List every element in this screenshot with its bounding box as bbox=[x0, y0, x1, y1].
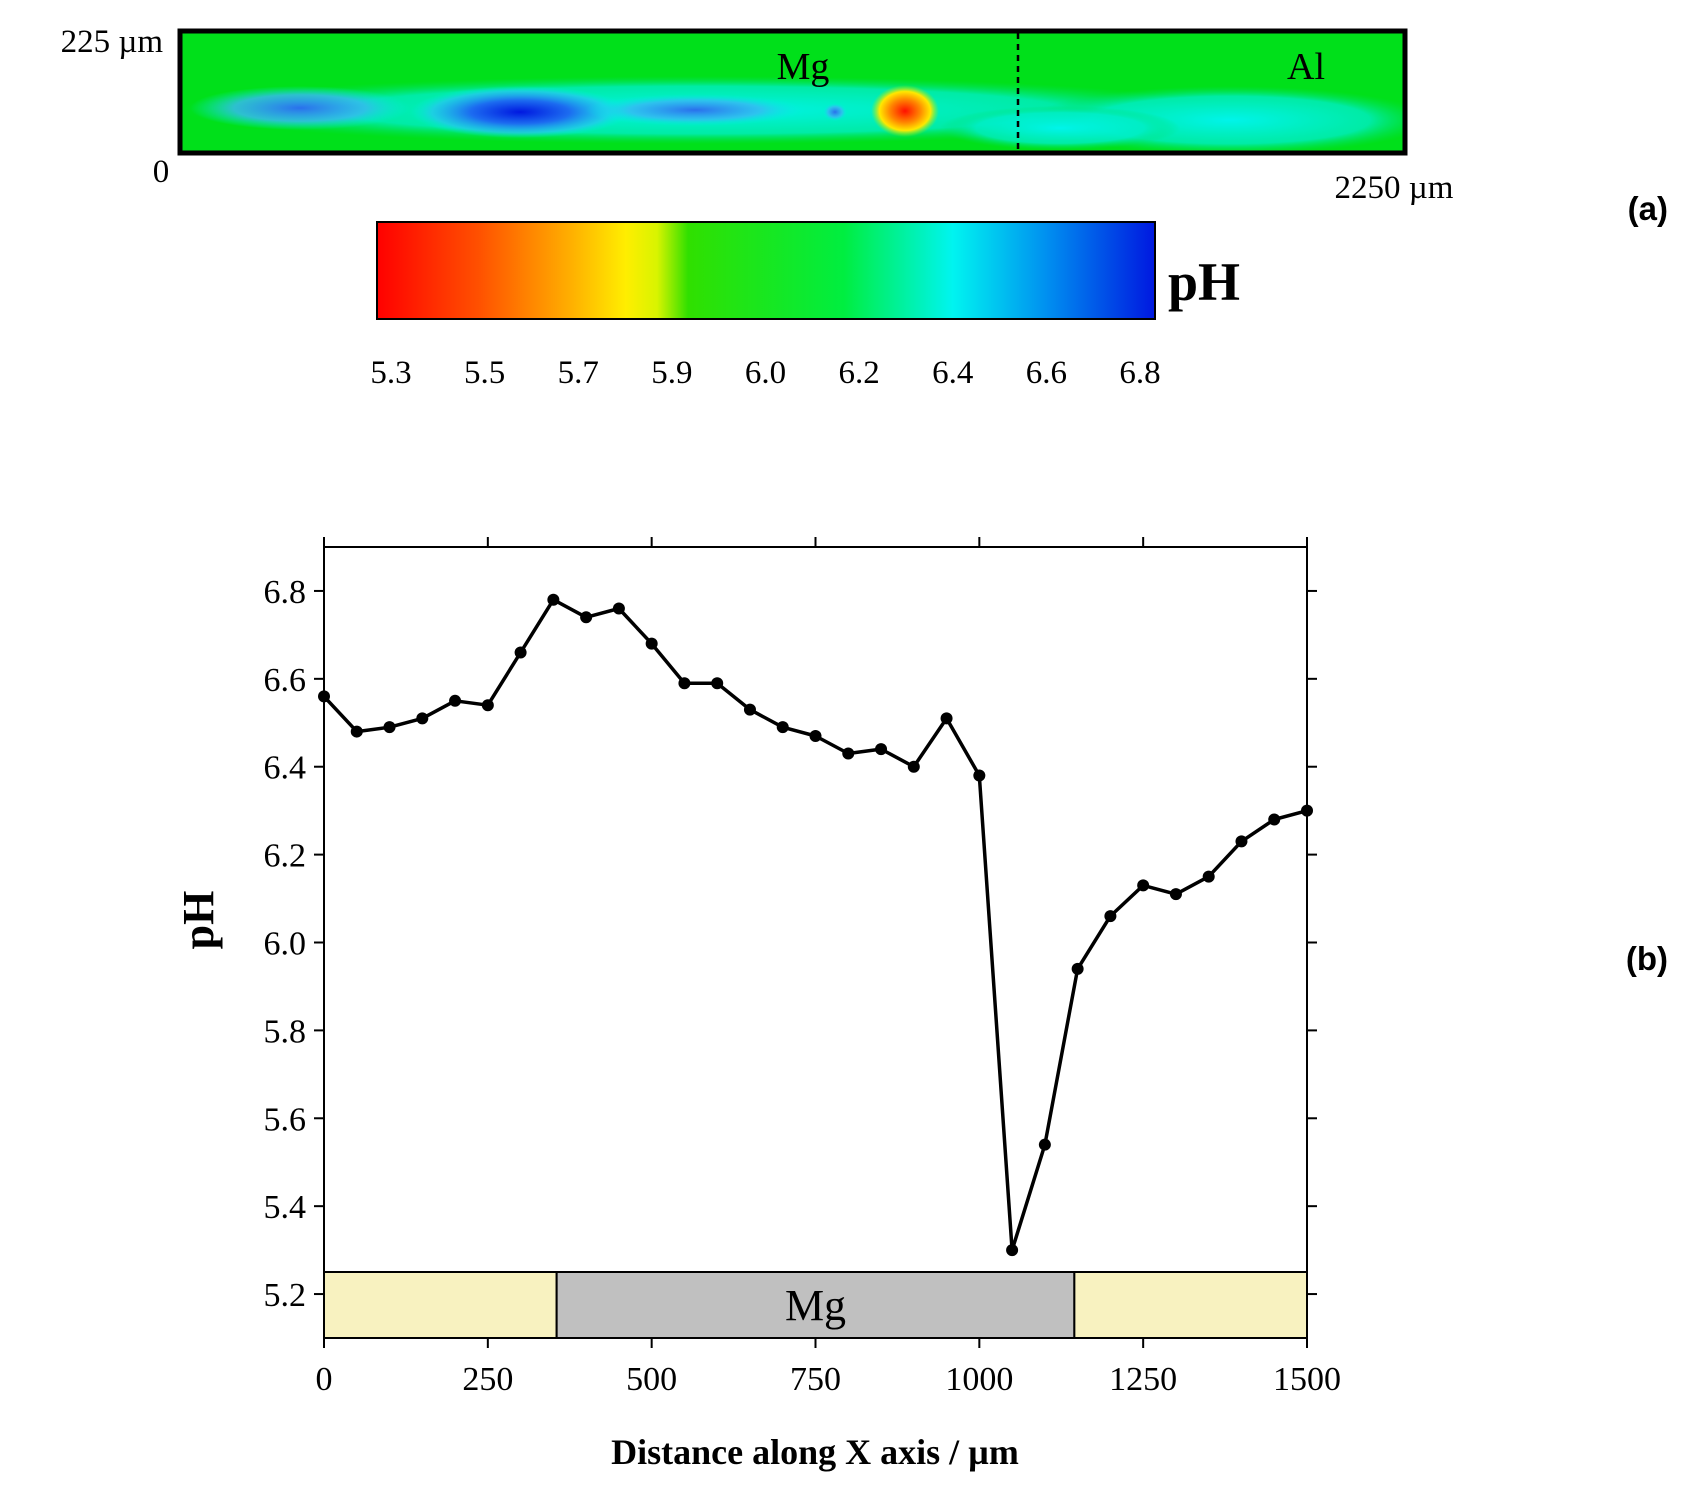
colorbar-tick-label: 6.6 bbox=[1026, 355, 1067, 391]
panel-label-a: (a) bbox=[1628, 190, 1668, 227]
data-point bbox=[973, 769, 986, 782]
data-point bbox=[678, 677, 691, 690]
colorbar-tick-label: 6.2 bbox=[839, 355, 880, 391]
x-tick-label: 750 bbox=[790, 1361, 841, 1398]
data-point bbox=[350, 725, 363, 738]
y-tick-label: 6.8 bbox=[264, 574, 307, 611]
data-point bbox=[743, 703, 756, 716]
data-point bbox=[318, 690, 330, 703]
map-blue-left bbox=[190, 86, 410, 130]
map-corner-bottom-right: 2250 µm bbox=[1335, 170, 1454, 206]
y-tick-label: 5.2 bbox=[264, 1277, 307, 1314]
colorbar-tick-label: 6.0 bbox=[745, 355, 786, 391]
colorbar-tick-label: 5.5 bbox=[464, 355, 505, 391]
y-tick-label: 6.2 bbox=[264, 838, 307, 875]
substrate-bands: Mg bbox=[323, 1271, 1309, 1339]
data-point bbox=[1301, 804, 1313, 817]
data-point bbox=[612, 602, 625, 615]
x-tick-label: 1000 bbox=[945, 1361, 1013, 1398]
colorbar-tick-label: 5.3 bbox=[370, 355, 411, 391]
data-point bbox=[514, 646, 527, 659]
colorbar-title: pH bbox=[1168, 252, 1240, 312]
x-tick-label: 500 bbox=[626, 1361, 677, 1398]
data-point bbox=[711, 677, 724, 690]
x-tick-label: 0 bbox=[316, 1361, 333, 1398]
x-tick-label: 1500 bbox=[1273, 1361, 1341, 1398]
map-corner-origin: 0 bbox=[153, 154, 170, 190]
colorbar-gradient bbox=[376, 221, 1156, 320]
map-blue-spot bbox=[823, 103, 847, 121]
map-blue-core bbox=[410, 86, 630, 138]
data-point bbox=[809, 729, 822, 742]
series-ph-profile bbox=[318, 593, 1313, 1257]
map-region-label-mg: Mg bbox=[777, 46, 830, 88]
data-point bbox=[1104, 910, 1117, 923]
colorbar-tick-label: 6.4 bbox=[932, 355, 973, 391]
map-corner-top-left: 225 µm bbox=[61, 24, 164, 60]
data-point bbox=[547, 593, 560, 606]
colorbar-tick-label: 5.9 bbox=[651, 355, 692, 391]
data-point bbox=[875, 743, 888, 756]
series-line bbox=[322, 597, 1308, 1252]
line-chart: Mg 0 250 500 750 1000 1250 1500 5.2 5.4 5.6 5.8 6.… bbox=[174, 537, 1341, 1472]
data-point bbox=[907, 760, 920, 773]
data-point bbox=[776, 721, 789, 734]
y-axis-ticks: 5.2 5.4 5.6 5.8 6.0 6.2 6.4 6.6 6.8 bbox=[264, 574, 1317, 1314]
y-tick-label: 5.4 bbox=[264, 1189, 307, 1226]
colorbar-tick-label: 5.7 bbox=[558, 355, 599, 391]
band-label-mg: Mg bbox=[785, 1281, 846, 1330]
y-tick-label: 6.0 bbox=[264, 926, 307, 963]
y-tick-label: 5.6 bbox=[264, 1101, 307, 1138]
data-point bbox=[1235, 835, 1248, 848]
map-region-label-al: Al bbox=[1287, 46, 1325, 88]
y-axis-title: pH bbox=[174, 891, 223, 950]
data-point bbox=[645, 637, 658, 650]
data-point bbox=[416, 712, 429, 725]
map-frame bbox=[177, 28, 1408, 156]
panel-label-b: (b) bbox=[1626, 940, 1668, 977]
data-point bbox=[842, 747, 855, 760]
substrate-band-al bbox=[1073, 1271, 1309, 1339]
map-cyan-right-2 bbox=[940, 106, 1180, 150]
x-tick-label: 250 bbox=[462, 1361, 513, 1398]
ph-map: Mg Al 225 µm 0 2250 µm bbox=[61, 24, 1454, 206]
x-axis-title: Distance along X axis / µm bbox=[611, 1432, 1019, 1472]
x-tick-label: 1250 bbox=[1109, 1361, 1177, 1398]
data-point bbox=[1202, 870, 1215, 883]
plot-frame bbox=[323, 546, 1308, 1339]
colorbar-tick-labels: 5.3 5.5 5.7 5.9 6.0 6.2 6.4 6.6 6.8 bbox=[370, 355, 1160, 391]
y-tick-label: 6.4 bbox=[264, 750, 307, 787]
data-point bbox=[449, 694, 462, 707]
data-point bbox=[1071, 962, 1084, 975]
substrate-band-al bbox=[323, 1271, 558, 1339]
data-point bbox=[940, 712, 953, 725]
data-point bbox=[1268, 813, 1281, 826]
map-hot-spot bbox=[871, 85, 939, 137]
data-point bbox=[1169, 888, 1182, 901]
data-point bbox=[481, 699, 494, 712]
data-point bbox=[1006, 1244, 1019, 1257]
x-axis-ticks: 0 250 500 750 1000 1250 1500 bbox=[316, 537, 1341, 1398]
colorbar: pH 5.3 5.5 5.7 5.9 6.0 6.2 6.4 6.6 6.8 bbox=[370, 221, 1240, 391]
colorbar-tick-label: 6.8 bbox=[1119, 355, 1160, 391]
map-blue-tail bbox=[585, 94, 805, 126]
data-point bbox=[383, 721, 396, 734]
data-point bbox=[1137, 879, 1150, 892]
data-point bbox=[1038, 1138, 1051, 1151]
data-point bbox=[580, 611, 593, 624]
y-tick-label: 5.8 bbox=[264, 1013, 307, 1050]
y-tick-label: 6.6 bbox=[264, 662, 307, 699]
